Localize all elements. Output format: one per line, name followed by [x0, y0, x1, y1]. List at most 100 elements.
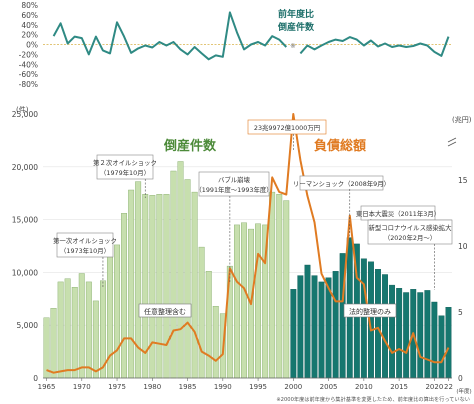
- bar-legal-2020: [431, 301, 438, 379]
- top-y-tick-label: -20%: [19, 50, 38, 59]
- bar-voluntary-1965: [43, 317, 50, 379]
- y2-tick-label: 10: [458, 242, 468, 251]
- bar-voluntary-1981: [156, 194, 163, 379]
- bar-legal-2012: [375, 269, 381, 379]
- yoy-line-series-1: [52, 11, 288, 61]
- bar-voluntary-1989: [212, 306, 219, 379]
- bar-voluntary-1971: [85, 281, 92, 379]
- bar-voluntary-1972: [92, 300, 99, 379]
- bar-legal-2006: [332, 271, 339, 379]
- y-tick-label: 0: [33, 374, 38, 383]
- x-tick-label: 2005: [320, 383, 338, 391]
- bar-legal-2018: [417, 292, 424, 379]
- annotation-oil-shock-1-box: [56, 232, 114, 258]
- bar-voluntary-1986: [191, 191, 198, 379]
- debt-total-line: [46, 113, 450, 374]
- bar-voluntary-1995: [255, 223, 262, 379]
- bar-voluntary-1992: [233, 224, 240, 379]
- bar-voluntary-1975: [114, 244, 121, 379]
- annotation-oil-shock-2-line-1: 第２次オイルショック: [93, 158, 157, 167]
- bar-legal-2000: [290, 289, 297, 379]
- annotation-earthquake-line-1: 東日本大震災（2011年3月）: [356, 209, 440, 218]
- x-tick-label: 1990: [214, 383, 232, 391]
- bar-voluntary-1969: [71, 287, 78, 379]
- annotation-bubble-line-2: （1991年度～1993年度）: [195, 185, 272, 194]
- top-y-tick-label: 60%: [21, 11, 38, 20]
- x-tick-label: 1980: [143, 383, 161, 391]
- y-tick-label: 20,000: [12, 163, 38, 172]
- legend-voluntary-label-box: [138, 303, 192, 318]
- y-tick-label: 25,000: [12, 110, 38, 119]
- annotation-bubble-box: [198, 171, 270, 197]
- bankruptcy-count-title: 倒産件数: [163, 138, 217, 154]
- annotation-peak-debt-line-1: 23兆9972億1000万円: [254, 123, 320, 132]
- x-tick-label: 2015: [390, 383, 408, 391]
- y2-tick-label: 0: [458, 374, 463, 383]
- top-y-tick-label: 20%: [21, 31, 38, 40]
- top-title-line2: 倒産件数: [277, 21, 315, 33]
- bar-legal-2016: [403, 292, 410, 379]
- bar-voluntary-1977: [128, 189, 135, 379]
- bar-voluntary-1982: [163, 194, 170, 379]
- annotation-covid-box: [367, 219, 453, 245]
- bar-voluntary-1997: [269, 191, 276, 379]
- top-y-tick-label: 0%: [26, 41, 38, 50]
- annotation-oil-shock-1-line-2: （1973年10月）: [60, 246, 110, 255]
- x-tick-label: 2010: [355, 383, 373, 391]
- x-tick-label: 1965: [38, 383, 56, 391]
- legend-legal-label: 法的整理のみ: [349, 307, 391, 316]
- annotation-covid-line-1: 新型コロナウイルス感染拡大: [368, 223, 452, 232]
- annotation-oil-shock-2-box: [96, 154, 154, 180]
- bar-legal-2015: [396, 288, 403, 379]
- y2-tick-label: 15: [458, 176, 468, 185]
- top-y-tick-label: 80%: [21, 1, 38, 10]
- bar-voluntary-1988: [205, 271, 212, 379]
- bar-voluntary-1967: [57, 281, 64, 379]
- legend-legal-label-box: [343, 303, 397, 318]
- y-unit-label: (件): [16, 105, 29, 114]
- bar-voluntary-1985: [184, 179, 191, 379]
- bar-legal-2002: [304, 264, 311, 379]
- x-tick-label: 1975: [108, 383, 126, 391]
- top-note-marker: ※: [290, 42, 296, 50]
- top-y-tick-label: -80%: [19, 80, 38, 89]
- annotation-oil-shock-2-line-2: （1979年10月）: [100, 168, 150, 177]
- bar-voluntary-1993: [240, 222, 247, 379]
- y-tick-label: 10,000: [12, 268, 38, 277]
- bar-voluntary-1970: [78, 273, 85, 379]
- x-tick-label: 1970: [73, 383, 91, 391]
- x-tick-label: 1985: [179, 383, 197, 391]
- top-y-tick-label: -60%: [19, 70, 38, 79]
- y2-tick-label: 5: [458, 308, 463, 317]
- x-tick-label: 2000: [284, 383, 302, 391]
- top-y-tick-label: 40%: [21, 21, 38, 30]
- bar-legal-2021: [438, 315, 445, 379]
- annotation-bubble-line-1: バブル崩壊: [218, 175, 251, 184]
- x-tick-label: 1995: [249, 383, 267, 391]
- legend-voluntary-label: 任意整理含む: [144, 307, 186, 316]
- axis-break-icon: [447, 137, 457, 147]
- annotation-lehman-box: [299, 175, 384, 191]
- bar-voluntary-1968: [64, 278, 71, 379]
- yoy-line-series-2: [299, 36, 450, 57]
- bar-legal-2004: [318, 281, 325, 379]
- y-tick-label: 15,000: [12, 216, 38, 225]
- bar-legal-2001: [297, 275, 304, 379]
- bar-voluntary-1983: [170, 170, 177, 379]
- x-unit-label: (年度): [456, 387, 471, 395]
- bar-legal-2019: [424, 290, 431, 379]
- bar-legal-2003: [311, 275, 318, 379]
- x-tick-label: 22: [444, 383, 453, 391]
- total-debt-title: 負債総額: [314, 138, 366, 154]
- bar-voluntary-1984: [177, 161, 184, 379]
- bar-voluntary-1976: [121, 213, 128, 379]
- bar-legal-2010: [360, 258, 367, 379]
- annotation-peak-debt-box: [247, 119, 327, 135]
- bar-voluntary-1966: [50, 308, 57, 379]
- bar-legal-2014: [389, 284, 395, 379]
- footnote: ※2000年度は前年度から集計基準を変更したため、前年度比の算出を行っていない: [276, 395, 470, 403]
- bar-voluntary-1999: [283, 200, 290, 379]
- bar-voluntary-1987: [198, 246, 205, 379]
- bar-voluntary-1980: [149, 195, 156, 379]
